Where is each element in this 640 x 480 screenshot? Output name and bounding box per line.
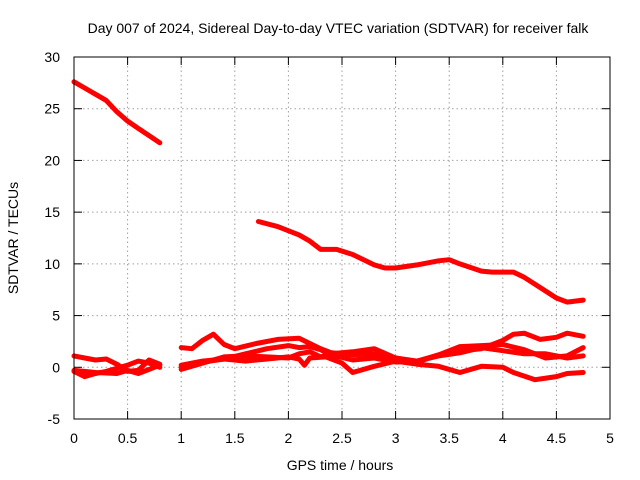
axis-ticks: 0 0.5 1 1.5 2 2.5 3 3.5 4 4.5 5 -5 0 5 10 15 20 25 30 [44,49,614,446]
x-tick-label: 3.5 [439,430,459,446]
y-tick-label: 10 [44,256,60,272]
y-tick-label: 20 [44,152,60,168]
chart-title: Day 007 of 2024, Sidereal Day-to-day VTE… [88,20,590,36]
series-line-track-4 [71,362,163,376]
y-tick-label: 15 [44,204,60,220]
y-tick-label: 0 [52,359,60,375]
x-tick-label: 0 [70,430,78,446]
series-line-track-5 [178,330,586,365]
x-tick-label: 0.5 [118,430,138,446]
x-tick-label: 4.5 [547,430,567,446]
x-tick-label: 1.5 [225,430,245,446]
x-tick-label: 5 [606,430,614,446]
y-tick-label: 5 [52,308,60,324]
y-tick-label: 25 [44,101,60,117]
series-line-track-1a [71,79,163,146]
x-tick-label: 2 [285,430,293,446]
x-axis-label: GPS time / hours [287,457,394,473]
x-tick-label: 3 [392,430,400,446]
series-line-track-6 [178,342,586,372]
series-line-track-3 [71,358,163,380]
series-line-track-1b [255,219,586,305]
x-tick-label: 1 [177,430,185,446]
series-layer [71,79,586,383]
x-tick-label: 4 [499,430,507,446]
series-line-track-8 [178,354,586,383]
y-axis-label: SDTVAR / TECUs [5,182,21,294]
y-tick-label: -5 [48,411,61,427]
series-line-track-7 [178,343,586,370]
y-tick-label: 30 [44,49,60,65]
x-tick-label: 2.5 [332,430,352,446]
